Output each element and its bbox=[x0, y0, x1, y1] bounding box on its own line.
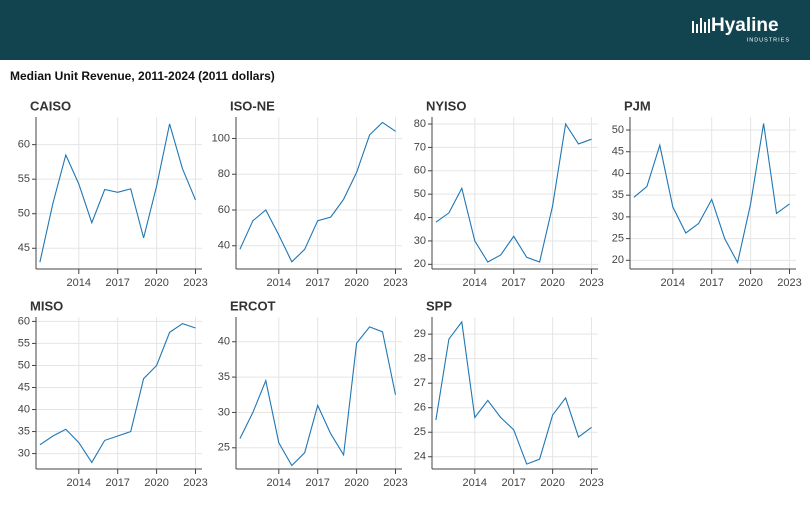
x-tick-label: 2014 bbox=[267, 277, 291, 289]
logo-icon bbox=[692, 18, 710, 33]
y-tick-label: 60 bbox=[218, 204, 230, 216]
x-tick-label: 2020 bbox=[144, 277, 168, 289]
x-tick-label: 2023 bbox=[579, 277, 603, 289]
chart-title: PJM bbox=[624, 98, 651, 113]
y-tick-label: 30 bbox=[612, 211, 624, 223]
x-tick-label: 2023 bbox=[579, 477, 603, 489]
y-tick-label: 29 bbox=[414, 328, 426, 340]
page-title: Median Unit Revenue, 2011-2024 (2011 dol… bbox=[10, 69, 275, 83]
series-line bbox=[435, 122, 592, 263]
y-tick-label: 27 bbox=[414, 377, 426, 389]
x-tick-label: 2014 bbox=[67, 277, 91, 289]
y-tick-label: 25 bbox=[218, 442, 230, 454]
y-tick-label: 35 bbox=[18, 425, 30, 437]
chart-title: ERCOT bbox=[230, 298, 276, 313]
y-tick-label: 20 bbox=[414, 258, 426, 270]
y-tick-label: 25 bbox=[414, 426, 426, 438]
x-tick-label: 2014 bbox=[463, 477, 487, 489]
x-tick-label: 2014 bbox=[661, 277, 685, 289]
series-line bbox=[239, 121, 396, 263]
y-tick-label: 80 bbox=[414, 118, 426, 130]
x-tick-label: 2020 bbox=[344, 477, 368, 489]
y-tick-label: 80 bbox=[218, 168, 230, 180]
y-tick-label: 50 bbox=[414, 188, 426, 200]
x-tick-label: 2014 bbox=[463, 277, 487, 289]
series-line bbox=[435, 320, 592, 465]
y-tick-label: 28 bbox=[414, 353, 426, 365]
series-line bbox=[39, 123, 197, 263]
y-tick-label: 40 bbox=[18, 403, 30, 415]
y-tick-label: 35 bbox=[612, 189, 624, 201]
y-tick-label: 60 bbox=[18, 139, 30, 151]
x-tick-label: 2017 bbox=[105, 277, 129, 289]
chart-title: ISO-NE bbox=[230, 98, 275, 113]
y-tick-label: 40 bbox=[414, 211, 426, 223]
x-tick-label: 2023 bbox=[383, 277, 407, 289]
x-tick-label: 2020 bbox=[540, 477, 564, 489]
x-tick-label: 2023 bbox=[383, 477, 407, 489]
y-tick-label: 25 bbox=[612, 233, 624, 245]
series-line bbox=[39, 322, 196, 464]
y-tick-label: 30 bbox=[18, 447, 30, 459]
logo-subtext: INDUSTRIES bbox=[747, 37, 790, 43]
y-tick-label: 45 bbox=[18, 381, 30, 393]
x-tick-label: 2017 bbox=[501, 477, 525, 489]
series-line bbox=[633, 123, 790, 265]
y-tick-label: 20 bbox=[612, 254, 624, 266]
x-tick-label: 2020 bbox=[144, 477, 168, 489]
y-tick-label: 55 bbox=[18, 337, 30, 349]
x-tick-label: 2014 bbox=[67, 477, 91, 489]
x-tick-label: 2017 bbox=[105, 477, 129, 489]
y-tick-label: 50 bbox=[18, 208, 30, 220]
y-tick-label: 30 bbox=[218, 406, 230, 418]
y-tick-label: 50 bbox=[612, 124, 624, 136]
y-tick-label: 30 bbox=[414, 235, 426, 247]
y-tick-label: 50 bbox=[18, 359, 30, 371]
y-tick-label: 100 bbox=[212, 132, 230, 144]
x-tick-label: 2017 bbox=[501, 277, 525, 289]
series-line bbox=[239, 326, 397, 467]
y-tick-label: 60 bbox=[414, 165, 426, 177]
y-tick-label: 35 bbox=[218, 371, 230, 383]
x-tick-label: 2020 bbox=[738, 277, 762, 289]
chart-title: SPP bbox=[426, 298, 452, 313]
x-tick-label: 2014 bbox=[267, 477, 291, 489]
chart-title: MISO bbox=[30, 298, 63, 313]
x-tick-label: 2020 bbox=[344, 277, 368, 289]
header-band bbox=[0, 0, 810, 60]
y-tick-label: 40 bbox=[218, 336, 230, 348]
logo-text: Hyaline bbox=[711, 15, 779, 36]
x-tick-label: 2017 bbox=[305, 477, 329, 489]
x-tick-label: 2023 bbox=[183, 277, 207, 289]
y-tick-label: 45 bbox=[18, 242, 30, 254]
y-tick-label: 45 bbox=[612, 146, 624, 158]
y-tick-label: 55 bbox=[18, 173, 30, 185]
y-tick-label: 60 bbox=[18, 315, 30, 327]
y-tick-label: 24 bbox=[414, 451, 426, 463]
x-tick-label: 2023 bbox=[183, 477, 207, 489]
chart-title: CAISO bbox=[30, 98, 71, 113]
chart-title: NYISO bbox=[426, 98, 466, 113]
y-tick-label: 26 bbox=[414, 402, 426, 414]
x-tick-label: 2020 bbox=[540, 277, 564, 289]
x-tick-label: 2023 bbox=[777, 277, 801, 289]
x-tick-label: 2017 bbox=[699, 277, 723, 289]
y-tick-label: 40 bbox=[612, 167, 624, 179]
x-tick-label: 2017 bbox=[305, 277, 329, 289]
y-tick-label: 70 bbox=[414, 141, 426, 153]
y-tick-label: 40 bbox=[218, 240, 230, 252]
